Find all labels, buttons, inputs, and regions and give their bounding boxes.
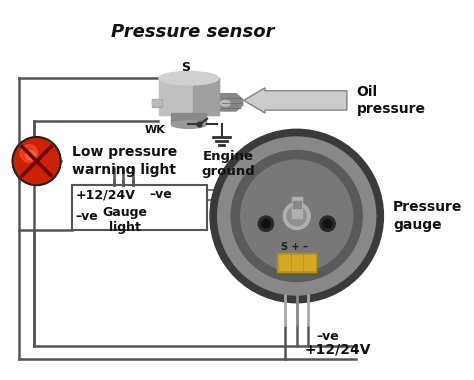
Text: –ve: –ve: [75, 210, 98, 223]
Ellipse shape: [220, 100, 230, 106]
Circle shape: [287, 206, 306, 226]
Bar: [159, 78, 219, 115]
Text: +12/24V: +12/24V: [75, 188, 135, 201]
Circle shape: [26, 150, 36, 160]
Circle shape: [241, 160, 353, 272]
Bar: [279, 255, 290, 270]
Bar: [152, 100, 162, 107]
Circle shape: [218, 137, 376, 295]
Text: S + –: S + –: [281, 242, 308, 252]
Circle shape: [320, 216, 335, 231]
FancyArrow shape: [244, 88, 347, 113]
Ellipse shape: [159, 71, 219, 85]
Bar: [172, 113, 206, 125]
Bar: [304, 255, 315, 270]
Polygon shape: [220, 93, 243, 111]
Circle shape: [210, 129, 383, 303]
Text: +12/24V: +12/24V: [304, 343, 371, 357]
Ellipse shape: [172, 120, 206, 128]
Text: Pressure sensor: Pressure sensor: [111, 23, 274, 41]
Text: Pressure
gauge: Pressure gauge: [393, 200, 463, 232]
Bar: [293, 201, 301, 208]
Bar: [292, 197, 301, 218]
Text: –ve: –ve: [316, 330, 339, 343]
Text: S: S: [182, 62, 191, 74]
Bar: [220, 100, 230, 107]
Circle shape: [12, 137, 61, 185]
Circle shape: [258, 216, 273, 231]
Bar: [192, 78, 219, 115]
Circle shape: [20, 145, 37, 162]
Circle shape: [283, 203, 310, 230]
Text: Oil
pressure: Oil pressure: [356, 85, 426, 116]
Circle shape: [323, 219, 332, 228]
Circle shape: [231, 150, 362, 282]
Ellipse shape: [152, 100, 162, 106]
Bar: [72, 185, 207, 230]
Text: –ve: –ve: [149, 188, 172, 201]
Bar: [277, 253, 316, 272]
Text: Gauge
light: Gauge light: [103, 206, 148, 234]
Text: Low pressure
warning light: Low pressure warning light: [72, 146, 177, 177]
Text: Engine
ground: Engine ground: [201, 150, 255, 177]
Bar: [292, 255, 302, 270]
Text: WK: WK: [145, 125, 166, 135]
Circle shape: [262, 219, 270, 228]
